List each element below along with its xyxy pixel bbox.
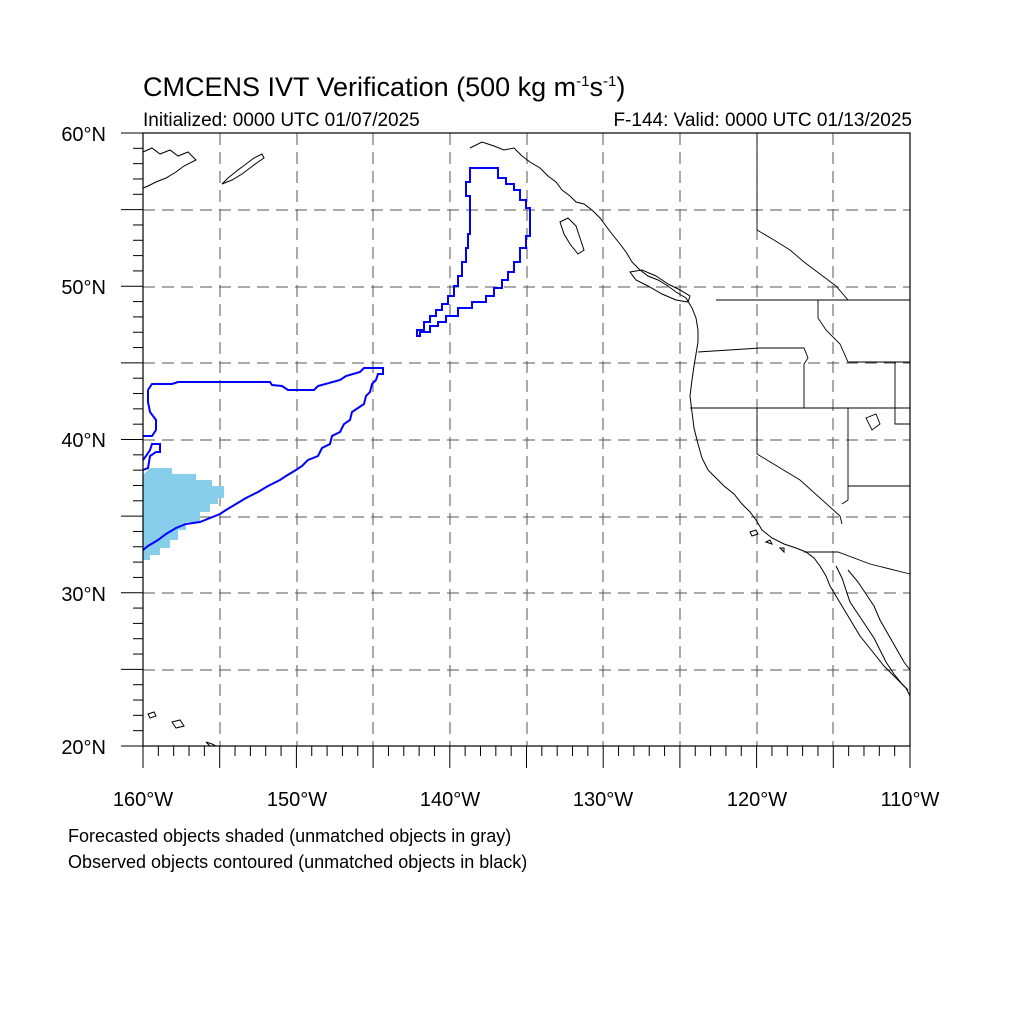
- observed-object-north: [416, 167, 531, 337]
- vancouver-island: [629, 269, 691, 303]
- observed-object-central-inner: [143, 390, 157, 437]
- grid-lines: [143, 133, 910, 746]
- forecast-object: [143, 468, 224, 560]
- observed-object-central: [142, 367, 384, 551]
- haida-gwaii: [559, 217, 585, 255]
- great-salt-lake: [865, 413, 881, 431]
- alaska-coast: [142, 147, 197, 189]
- channel-islands: [749, 529, 785, 554]
- idaho-border: [817, 300, 910, 363]
- title-end: ): [616, 72, 626, 102]
- lat-label-50n: 50°N: [61, 277, 106, 299]
- title-exponent-2: -1: [603, 73, 617, 90]
- observed-object-west-spur: [142, 443, 161, 471]
- baja-california: [835, 565, 909, 691]
- title-main: CMCENS IVT Verification (500 kg m: [143, 72, 577, 102]
- title-mid: s: [589, 72, 604, 102]
- coastlines: [142, 141, 911, 747]
- axis-ticks: [121, 132, 911, 768]
- alaska-peninsula: [221, 153, 265, 185]
- lon-label-110w: 110°W: [881, 789, 940, 811]
- washington-oregon-border: [697, 347, 809, 408]
- lon-label-140w: 140°W: [420, 789, 480, 811]
- bc-panhandle-coast: [469, 141, 911, 697]
- latitude-axis: 60°N 50°N 40°N 30°N 20°N: [61, 124, 106, 759]
- lat-label-20n: 20°N: [61, 737, 106, 759]
- political-borders: [690, 133, 911, 575]
- gulf-of-california: [847, 569, 911, 671]
- lon-label-120w: 120°W: [727, 789, 787, 811]
- lat-label-30n: 30°N: [61, 584, 106, 606]
- legend-observed-note: Observed objects contoured (unmatched ob…: [68, 852, 528, 872]
- nevada-utah-border: [841, 408, 849, 505]
- lon-label-160w: 160°W: [113, 789, 173, 811]
- observed-objects: [142, 167, 531, 551]
- longitude-axis: 160°W 150°W 140°W 130°W 120°W 110°W: [113, 789, 940, 811]
- mexico-border: [804, 551, 911, 575]
- lat-label-60n: 60°N: [61, 124, 106, 146]
- initialized-label: Initialized: 0000 UTC 01/07/2025: [143, 110, 420, 131]
- title-exponent-1: -1: [576, 73, 590, 90]
- map-title: CMCENS IVT Verification (500 kg m-1s-1): [143, 72, 625, 103]
- valid-time-label: F-144: Valid: 0000 UTC 01/13/2025: [613, 110, 912, 131]
- bc-alberta-border: [756, 133, 849, 301]
- legend-forecast-note: Forecasted objects shaded (unmatched obj…: [68, 826, 512, 846]
- lon-label-150w: 150°W: [267, 789, 327, 811]
- wyoming-border: [894, 362, 910, 425]
- hawaii-islands: [147, 711, 217, 747]
- lat-label-40n: 40°N: [61, 430, 106, 452]
- california-nevada-border: [756, 408, 843, 525]
- lon-label-130w: 130°W: [573, 789, 633, 811]
